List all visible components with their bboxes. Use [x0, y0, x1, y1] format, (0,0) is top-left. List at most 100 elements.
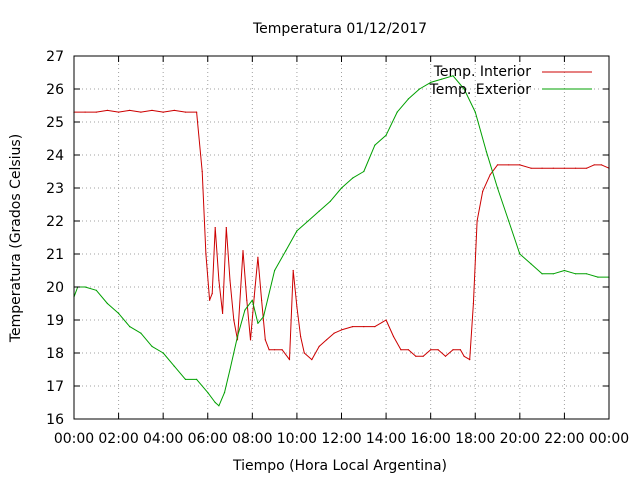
series-interior-point: [530, 167, 532, 169]
series-exterior-point: [586, 273, 588, 275]
series-interior-point: [196, 111, 198, 113]
series-interior-point: [106, 109, 108, 111]
series-interior-point: [374, 326, 376, 328]
series-interior-point: [575, 167, 577, 169]
series-exterior-point: [430, 81, 432, 83]
series-exterior-point: [508, 220, 510, 222]
series-interior-point: [218, 279, 220, 281]
series-interior-point: [496, 164, 499, 166]
x-tick-label: 18:00: [455, 431, 495, 447]
series-interior-point: [95, 111, 97, 113]
series-exterior-point: [129, 326, 131, 328]
series-interior-point: [385, 319, 387, 321]
series-interior-point: [222, 312, 224, 314]
chart-title: Temperatura 01/12/2017: [252, 21, 427, 37]
x-tick-label: 06:00: [188, 431, 228, 447]
x-tick-label: 14:00: [366, 431, 406, 447]
series-interior-point: [463, 355, 465, 357]
series-exterior-point: [229, 368, 231, 371]
y-tick-label: 24: [46, 148, 64, 164]
y-tick-label: 22: [46, 214, 64, 230]
series-interior-point: [586, 167, 588, 169]
series-interior-point: [214, 227, 216, 229]
series-exterior-point: [151, 345, 153, 347]
series-interior-point: [249, 339, 252, 341]
series-interior-point: [489, 174, 491, 176]
series-interior-point: [205, 253, 207, 255]
series-interior-point: [257, 256, 259, 258]
series-interior-point: [84, 111, 86, 113]
series-interior-point: [274, 349, 276, 351]
y-tick-label: 19: [46, 313, 64, 329]
series-exterior-point: [463, 88, 465, 90]
series-interior-point: [225, 227, 227, 229]
series-interior-point: [173, 109, 175, 111]
series-interior-point: [482, 190, 484, 192]
series-interior-line: [74, 109, 610, 361]
series-interior-point: [352, 326, 354, 328]
x-tick-label: 20:00: [500, 431, 540, 447]
series-exterior-point: [285, 250, 287, 252]
series-interior-point: [184, 111, 187, 113]
series-exterior-point: [307, 220, 309, 222]
series-interior-point: [452, 349, 454, 351]
series-exterior-point: [106, 302, 108, 305]
series-interior-point: [392, 335, 395, 338]
series-exterior-point: [244, 309, 246, 311]
series-interior-point: [303, 352, 305, 354]
series-interior-point: [162, 111, 164, 113]
series-interior-point: [541, 167, 543, 169]
series-interior-point: [415, 355, 417, 357]
legend: Temp. Interior Temp. Exterior: [429, 64, 592, 98]
series-exterior-point: [396, 111, 398, 113]
series-interior-point: [229, 279, 231, 281]
series-interior-point: [601, 164, 603, 166]
series-interior-point: [201, 170, 203, 173]
series-exterior-point: [452, 75, 454, 77]
series-exterior-point: [363, 170, 365, 173]
y-tick-label: 25: [46, 115, 64, 131]
series-exterior-point: [223, 392, 226, 394]
series-interior-point: [363, 326, 365, 328]
series-interior-point: [264, 339, 266, 341]
series-interior-point: [422, 355, 424, 357]
series-interior-point: [563, 167, 566, 169]
series-exterior-point: [418, 88, 421, 90]
series-exterior-point: [196, 378, 198, 380]
series-interior-point: [476, 220, 478, 222]
series-exterior-point: [118, 312, 120, 314]
series-exterior-point: [496, 187, 499, 189]
series-interior-point: [340, 329, 343, 331]
series-interior-point: [318, 345, 320, 347]
series-interior-point: [407, 349, 409, 351]
series-interior-point: [151, 109, 153, 111]
x-tick-label: 04:00: [143, 431, 183, 447]
series-exterior-point: [274, 269, 276, 272]
series-exterior-point: [474, 111, 476, 113]
series-exterior-point: [441, 78, 443, 80]
series-interior-point: [246, 299, 248, 301]
series-exterior-point: [407, 98, 409, 100]
series-interior-point: [508, 164, 510, 166]
y-tick-label: 27: [46, 49, 64, 65]
series-interior-point: [129, 109, 131, 111]
series-exterior-point: [262, 316, 265, 318]
series-interior-point: [400, 349, 402, 351]
y-tick-label: 20: [46, 280, 64, 296]
series-interior-point: [268, 349, 270, 351]
y-tick-label: 17: [46, 379, 64, 395]
series-exterior-point: [84, 286, 86, 288]
series-exterior-point: [597, 276, 599, 278]
series-interior-point: [444, 355, 447, 357]
series-exterior-point: [541, 273, 543, 275]
series-interior-point: [459, 349, 461, 351]
series-exterior-point: [318, 210, 320, 212]
y-tick-label: 23: [46, 181, 64, 197]
x-tick-label: 22:00: [544, 431, 584, 447]
series-exterior-point: [485, 151, 487, 153]
series-exterior-point: [385, 134, 387, 136]
legend-label-exterior: Temp. Exterior: [429, 82, 532, 98]
series-interior-point: [430, 349, 432, 351]
series-exterior-point: [340, 187, 343, 189]
series-exterior-point: [207, 392, 209, 394]
